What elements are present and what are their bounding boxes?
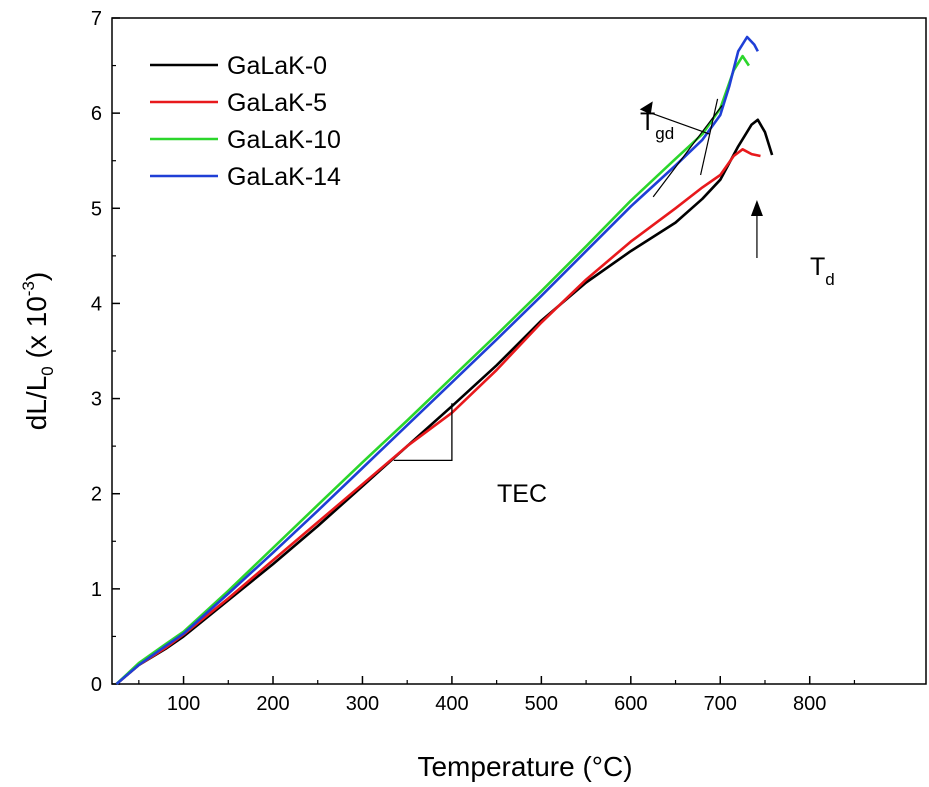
- x-tick-label: 600: [614, 693, 647, 715]
- y-axis-ticks: 0 1 2 3 4 5 6 7: [91, 8, 120, 696]
- annotation-td: Td: [810, 253, 835, 289]
- y-axis-title-unit: (x 10: [21, 296, 52, 366]
- tgd-tangent-line: [652, 105, 723, 198]
- series-line-galak-5: [115, 148, 761, 685]
- x-tick-label: 400: [435, 693, 468, 715]
- legend: GaLaK-0 GaLaK-5 GaLaK-10 GaLaK-14: [150, 52, 341, 191]
- y-tick-label: 2: [91, 484, 102, 506]
- y-axis-title: dL/L0 (x 10-3): [19, 272, 57, 430]
- y-tick-label: 1: [91, 579, 102, 601]
- x-tick-label: 800: [793, 693, 826, 715]
- legend-label: GaLaK-14: [227, 163, 341, 191]
- annotation-tgd: Tgd: [640, 108, 674, 143]
- x-tick-label: 100: [167, 693, 200, 715]
- series-line-galak-14: [115, 35, 759, 685]
- y-axis-title-main: dL/L: [21, 376, 52, 431]
- y-axis-title-sub: 0: [38, 366, 57, 375]
- x-axis-ticks: 100 200 300 400 500 600 700 800: [138, 676, 856, 715]
- x-axis-title: Temperature (°C): [417, 751, 632, 782]
- series-line-galak-0: [115, 118, 774, 685]
- y-axis-title-sup: -3: [19, 281, 38, 296]
- annotations: TEC Tgd Td: [393, 98, 835, 508]
- y-tick-label: 5: [91, 198, 102, 220]
- annotation-tec: TEC: [497, 480, 547, 508]
- tgd-tangent-line: [699, 98, 719, 176]
- legend-label: GaLaK-10: [227, 126, 341, 154]
- x-tick-label: 500: [525, 693, 558, 715]
- tgd-arrow-shaft: [643, 109, 710, 135]
- x-tick-label: 200: [256, 693, 289, 715]
- y-tick-label: 4: [91, 293, 102, 315]
- x-tick-label: 300: [346, 693, 379, 715]
- legend-label: GaLaK-5: [227, 89, 327, 117]
- y-tick-label: 3: [91, 389, 102, 411]
- y-tick-label: 0: [91, 674, 102, 696]
- tec-slope-marker: [393, 403, 453, 462]
- y-axis-title-close: ): [21, 272, 52, 281]
- y-tick-label: 7: [91, 8, 102, 30]
- td-arrow-head: [750, 200, 763, 216]
- y-tick-label: 6: [91, 103, 102, 125]
- series-line-galak-10: [115, 54, 750, 685]
- x-tick-label: 700: [704, 693, 737, 715]
- tgd-arrow-head: [639, 101, 653, 115]
- legend-label: GaLaK-0: [227, 52, 327, 80]
